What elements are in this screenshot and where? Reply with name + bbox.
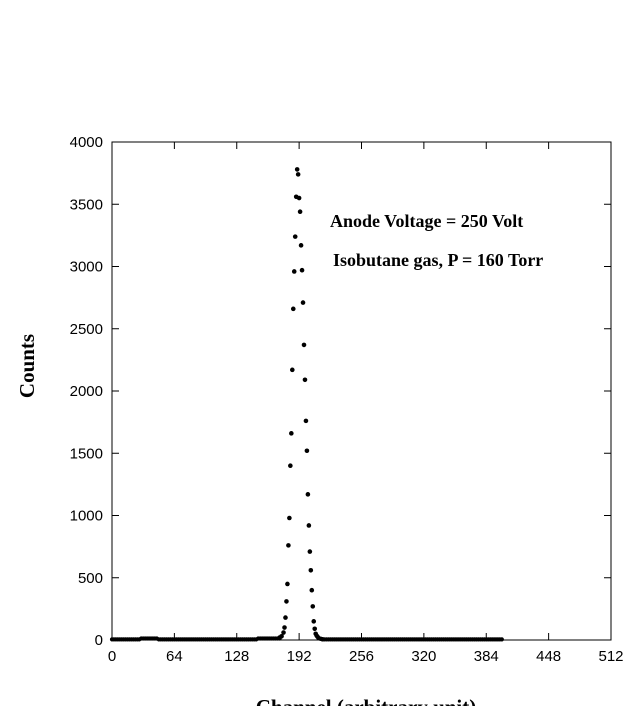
x-tick-label: 512 <box>598 648 623 665</box>
data-point <box>311 619 317 624</box>
data-point <box>320 636 325 642</box>
x-tick-label: 448 <box>536 648 561 665</box>
x-tick-label: 192 <box>287 648 312 665</box>
y-tick-label: 0 <box>95 632 103 649</box>
data-point <box>285 581 290 587</box>
x-axis-title: Channel (arbitrary unit) <box>256 695 477 706</box>
x-tick-label: 256 <box>349 648 374 665</box>
x-tick-label: 64 <box>166 648 183 665</box>
data-point <box>286 543 291 548</box>
data-point <box>310 604 316 609</box>
data-point <box>499 637 504 642</box>
data-point <box>305 492 311 497</box>
y-tick-label: 1500 <box>70 445 103 462</box>
data-point <box>309 587 315 593</box>
data-point <box>295 172 301 177</box>
data-point <box>282 625 287 630</box>
data-point <box>287 515 292 521</box>
data-point <box>301 342 307 348</box>
data-point <box>308 567 314 573</box>
x-tick-label: 128 <box>224 648 249 665</box>
x-tick-label: 384 <box>474 648 499 665</box>
y-tick-label: 2000 <box>70 383 103 400</box>
y-tick-label: 1000 <box>70 508 103 525</box>
annotation-anode-voltage: Anode Voltage = 250 Volt <box>330 211 523 231</box>
data-point <box>281 630 286 635</box>
annotation-gas-pressure: Isobutane gas, P = 160 Torr <box>333 250 543 270</box>
data-point <box>299 267 305 273</box>
data-point <box>283 615 288 620</box>
y-axis-title: Counts <box>15 334 39 398</box>
data-points <box>109 167 504 642</box>
x-tick-label: 0 <box>108 648 116 665</box>
data-point <box>306 523 312 528</box>
data-point <box>298 243 304 248</box>
data-point <box>292 234 298 239</box>
data-point <box>300 300 306 305</box>
y-tick-label: 2500 <box>70 321 103 338</box>
data-point <box>294 167 300 172</box>
y-tick-label: 500 <box>78 570 103 587</box>
data-point <box>288 463 293 469</box>
data-point <box>284 599 289 604</box>
data-point <box>296 195 302 201</box>
y-tick-label: 3500 <box>70 196 103 213</box>
data-point <box>312 626 318 632</box>
data-point <box>290 306 296 312</box>
tick-labels: 0 64 128 192 256 320 384 448 512 0 500 1000 1500 2000… <box>70 134 623 665</box>
data-point <box>304 448 310 454</box>
data-point <box>302 377 308 383</box>
y-tick-label: 3000 <box>70 259 103 276</box>
data-point <box>279 633 284 639</box>
data-point <box>290 367 295 373</box>
y-tick-label: 4000 <box>70 134 103 151</box>
data-point <box>289 431 294 436</box>
data-point <box>291 269 297 274</box>
x-tick-label: 320 <box>411 648 436 665</box>
data-point <box>297 209 303 215</box>
data-point <box>303 418 309 424</box>
data-point <box>307 549 313 554</box>
